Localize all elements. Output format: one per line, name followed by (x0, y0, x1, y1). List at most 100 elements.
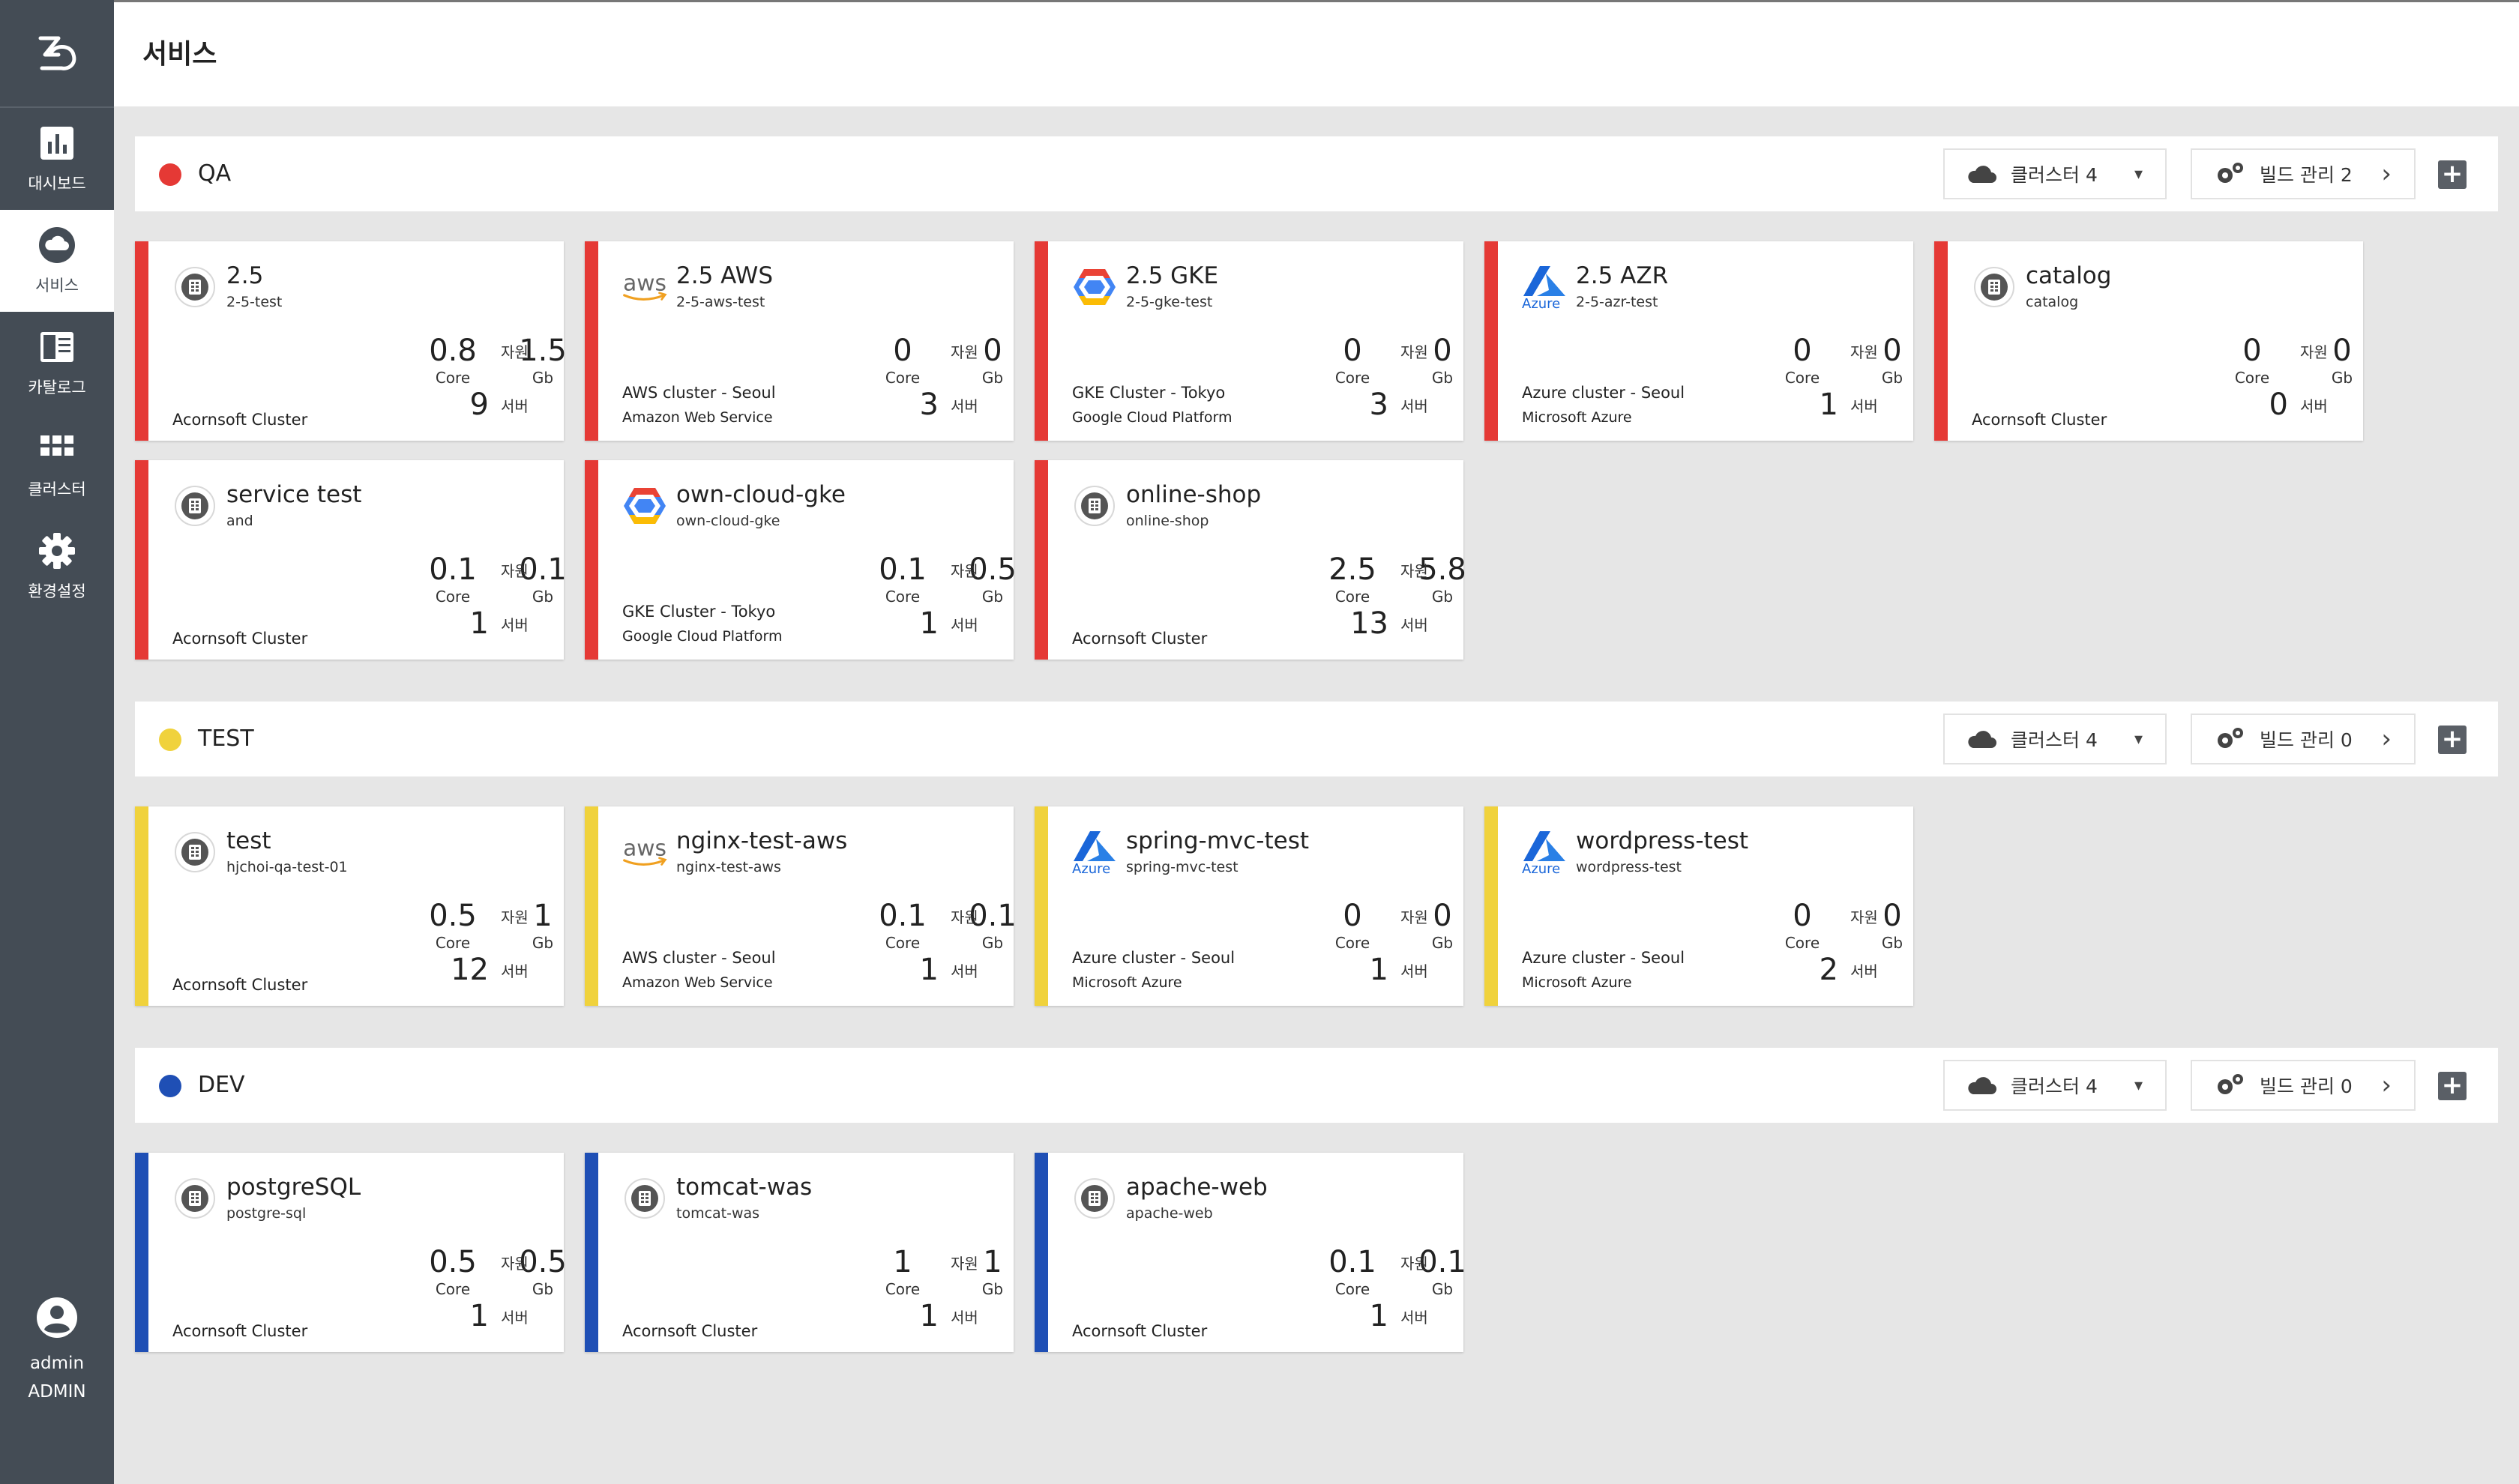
cloud-provider: Amazon Web Service (622, 974, 773, 991)
cpu-core-unit: Core (885, 1280, 921, 1298)
bar-chart-icon (40, 127, 73, 160)
service-name[interactable]: nginx-test-aws (676, 827, 848, 854)
service-name[interactable]: catalog (2026, 262, 2112, 289)
service-card[interactable]: 2.5 2-5-test 0.8 Core 1.5 Gb 자원 9 서버 Acornsoft Cl… (135, 241, 567, 441)
service-icon (171, 267, 219, 307)
app-logo[interactable] (0, 0, 114, 108)
service-name[interactable]: tomcat-was (676, 1174, 813, 1201)
service-name[interactable]: 2.5 GKE (1126, 262, 1219, 289)
service-card[interactable]: apache-web apache-web 0.1 Core 0.1 Gb 자원 1 서버 Aco… (1035, 1153, 1466, 1352)
service-card[interactable]: aws nginx-test-aws nginx-test-aws 0.1 Core 0.… (585, 806, 1017, 1006)
memory-unit: Gb (2331, 369, 2353, 387)
service-card[interactable]: service test and 0.1 Core 0.1 Gb 자원 1 서버 Acornsof… (135, 460, 567, 660)
build-manage-button[interactable]: 빌드 관리 0 › (2191, 1060, 2416, 1111)
group-color-stripe (585, 241, 598, 441)
service-name[interactable]: wordpress-test (1576, 827, 1749, 854)
service-card[interactable]: tomcat-was tomcat-was 1 Core 1 Gb 자원 1 서버 Acornso… (585, 1153, 1014, 1352)
service-name[interactable]: test (226, 827, 271, 854)
add-service-button[interactable]: + (2438, 1072, 2467, 1100)
acorn-cluster-icon (175, 832, 215, 872)
server-label: 서버 (1400, 616, 1428, 634)
svg-text:aws: aws (623, 270, 666, 296)
service-card[interactable]: aws 2.5 AWS 2-5-aws-test 0 Core 0 Gb 자원 3 서버 AWS c… (585, 241, 1014, 441)
sidebar-item-label: 환경설정 (28, 582, 86, 600)
resource-label: 자원 (1400, 343, 1428, 361)
memory-value: 0.5 (969, 552, 1017, 587)
cluster-dropdown-button[interactable]: 클러스터 4 ▾ (1943, 148, 2167, 199)
memory-stat: 0 Gb (1397, 334, 1487, 387)
service-card[interactable]: own-cloud-gke own-cloud-gke 0.1 Core 0.5 Gb 자원… (585, 460, 1017, 660)
resource-label: 자원 (501, 908, 529, 926)
resource-label: 자원 (1400, 908, 1428, 926)
avatar[interactable] (36, 1297, 78, 1339)
service-card[interactable]: postgreSQL postgre-sql 0.5 Core 0.5 Gb 자원 1 서버 Ac… (135, 1153, 567, 1352)
cpu-core-stat: 0 Core (1307, 899, 1397, 952)
group-color-stripe (135, 241, 148, 441)
service-name[interactable]: 2.5 AZR (1576, 262, 1669, 289)
cpu-core-stat: 0 Core (1307, 334, 1397, 387)
memory-stat: 0.5 Gb (498, 1246, 588, 1298)
cloud-icon (1968, 1077, 1996, 1094)
server-count: 13 (1350, 606, 1388, 641)
memory-stat: 0 Gb (2297, 334, 2387, 387)
sidebar-item-catalog[interactable]: 카탈로그 (0, 312, 114, 414)
service-name[interactable]: online-shop (1126, 481, 1262, 508)
service-card[interactable]: online-shop online-shop 2.5 Core 5.8 Gb 자원 13 서버… (1035, 460, 1466, 660)
gears-icon (2218, 163, 2243, 183)
cluster-name: Acornsoft Cluster (1072, 630, 1208, 648)
memory-stat: 0 Gb (1847, 334, 1937, 387)
cluster-dropdown-button[interactable]: 클러스터 4 ▾ (1943, 1060, 2167, 1111)
chevron-right-icon: › (2381, 1070, 2392, 1100)
memory-value: 0.1 (519, 552, 567, 587)
cpu-core-stat: 0 Core (1757, 334, 1847, 387)
service-icon (171, 1178, 219, 1219)
add-service-button[interactable]: + (2438, 160, 2467, 189)
memory-value: 0.1 (1418, 1245, 1466, 1279)
cluster-name: Azure cluster - Seoul (1072, 949, 1236, 967)
server-label: 서버 (1400, 397, 1428, 415)
service-name[interactable]: 2.5 (226, 262, 264, 289)
service-name[interactable]: service test (226, 481, 362, 508)
sidebar-item-services[interactable]: 서비스 (0, 210, 114, 312)
service-name[interactable]: postgreSQL (226, 1174, 361, 1201)
grid-icon (40, 435, 73, 456)
cluster-dropdown-button[interactable]: 클러스터 4 ▾ (1943, 714, 2167, 764)
service-name[interactable]: own-cloud-gke (676, 481, 846, 508)
cluster-name: Acornsoft Cluster (172, 976, 308, 994)
service-card[interactable]: catalog catalog 0 Core 0 Gb 자원 0 서버 Acornsoft Clu… (1934, 241, 2363, 441)
cpu-core-unit: Core (435, 588, 471, 606)
service-name[interactable]: spring-mvc-test (1126, 827, 1310, 854)
add-service-button[interactable]: + (2438, 726, 2467, 754)
service-name[interactable]: apache-web (1126, 1174, 1268, 1201)
resource-label: 자원 (501, 562, 529, 580)
cpu-core-unit: Core (1784, 369, 1820, 387)
service-card[interactable]: Azure spring-mvc-test spring-mvc-test 0 Core… (1035, 806, 1463, 1006)
service-card[interactable]: Azure 2.5 AZR 2-5-azr-test 0 Core 0 Gb 자원 1 서버 Azu… (1484, 241, 1913, 441)
svg-text:Azure: Azure (1522, 296, 1560, 310)
service-card[interactable]: test hjchoi-qa-test-01 0.5 Core 1 Gb 자원 12 서버 Aco… (135, 806, 564, 1006)
build-manage-button[interactable]: 빌드 관리 2 › (2191, 148, 2416, 199)
service-card[interactable]: 2.5 GKE 2-5-gke-test 0 Core 0 Gb 자원 3 서버 GKE Clus… (1035, 241, 1463, 441)
service-icon (621, 1178, 669, 1219)
cpu-core-unit: Core (2234, 369, 2270, 387)
resource-label: 자원 (1400, 1255, 1428, 1273)
cpu-core-stat: 0.5 Core (408, 899, 498, 952)
gke-logo-icon (1074, 269, 1116, 305)
memory-unit: Gb (532, 934, 554, 952)
server-label: 서버 (951, 616, 978, 634)
sidebar-item-settings[interactable]: 환경설정 (0, 516, 114, 618)
sidebar-item-clusters[interactable]: 클러스터 (0, 414, 114, 516)
sidebar-item-label: 서비스 (35, 277, 79, 295)
aws-logo-icon: aws (623, 835, 667, 866)
build-manage-button[interactable]: 빌드 관리 0 › (2191, 714, 2416, 764)
cloud-icon (1968, 166, 1996, 183)
service-card[interactable]: Azure wordpress-test wordpress-test 0 Core 0 G… (1484, 806, 1913, 1006)
service-name[interactable]: 2.5 AWS (676, 262, 773, 289)
group-color-stripe (135, 806, 148, 1006)
cluster-name: GKE Cluster - Tokyo (1072, 384, 1226, 402)
resource-label: 자원 (501, 1255, 529, 1273)
cpu-core-stat: 0 Core (2207, 334, 2297, 387)
sidebar-item-dashboard[interactable]: 대시보드 (0, 108, 114, 210)
cloud-provider: Microsoft Azure (1522, 409, 1632, 426)
chevron-right-icon: › (2381, 724, 2392, 754)
